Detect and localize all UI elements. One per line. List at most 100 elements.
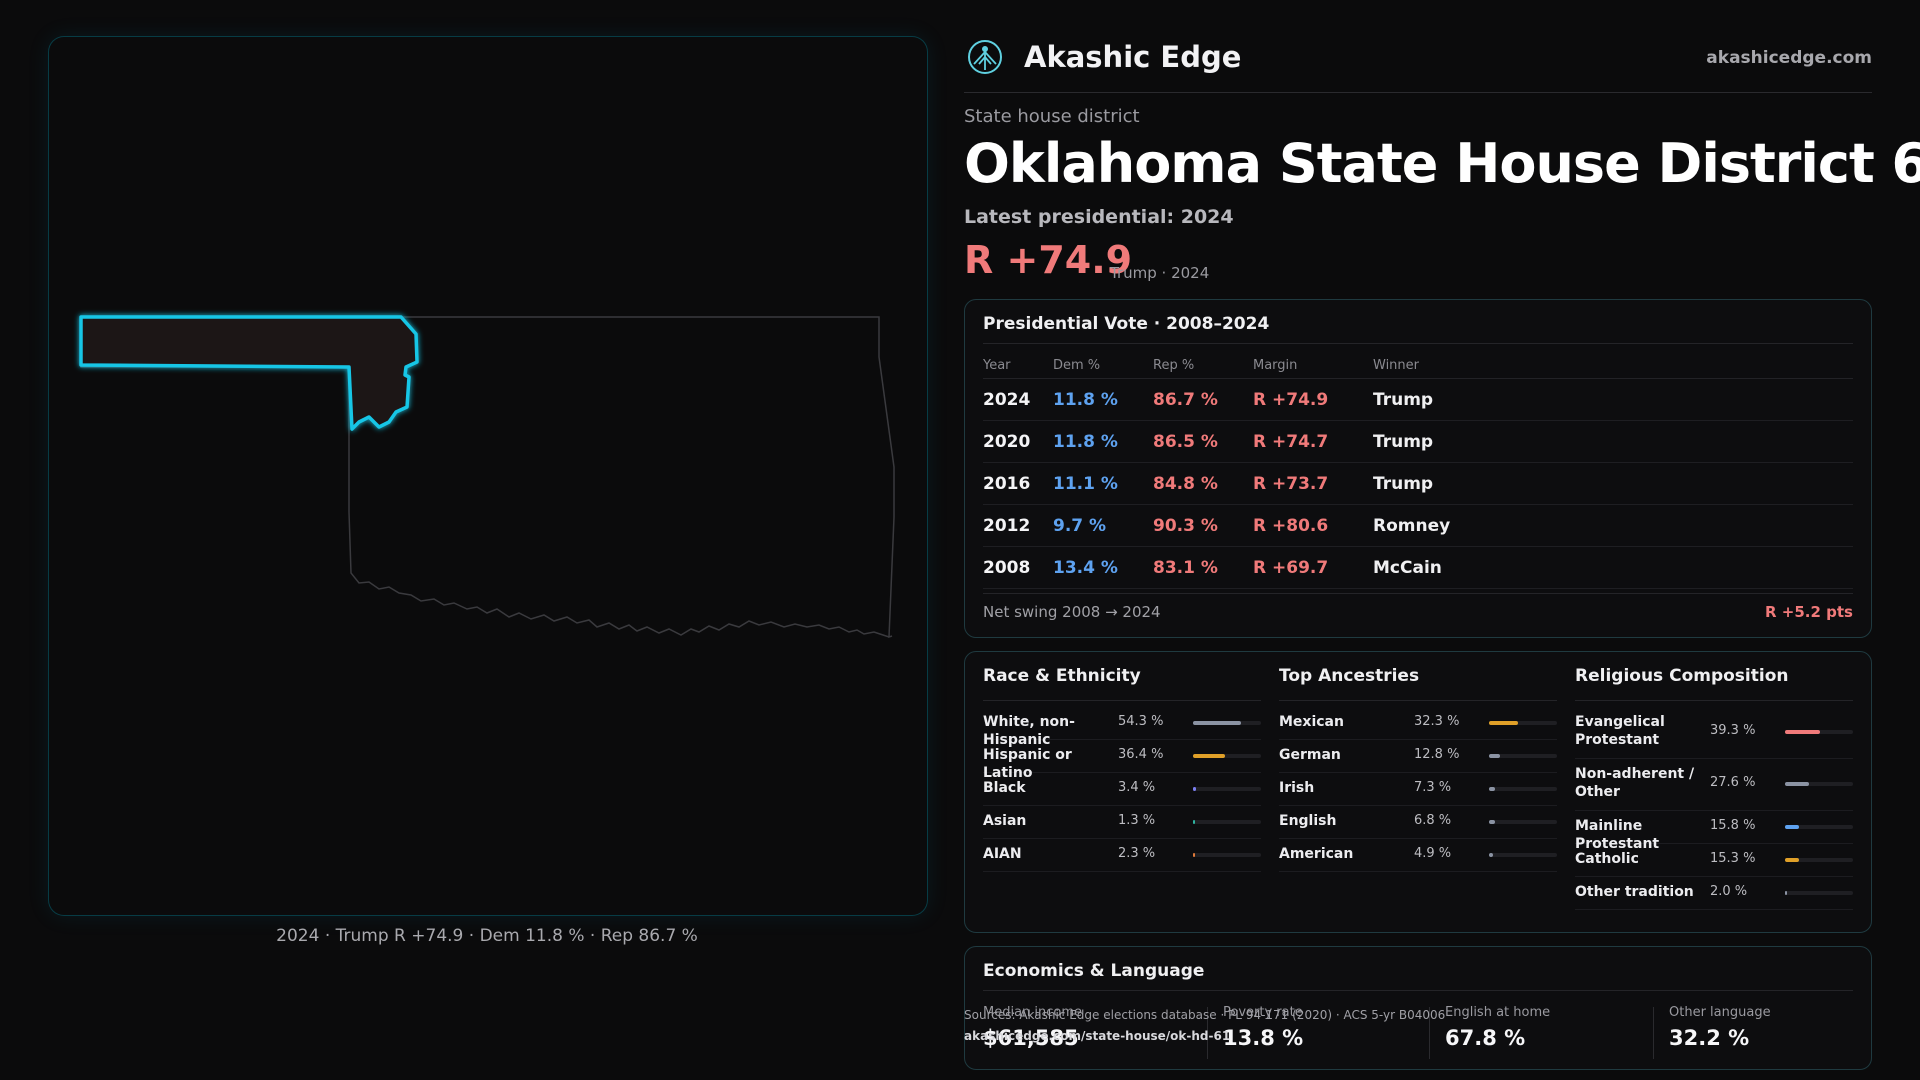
item-percent: 6.8 % [1414, 813, 1452, 828]
economics-card: Economics & Language Median income $61,5… [964, 946, 1872, 1070]
stat-label: English at home [1445, 1005, 1551, 1020]
item-label: AIAN [983, 846, 1022, 862]
row-margin: R +69.7 [1253, 558, 1329, 578]
ancestry-title: Top Ancestries [1279, 666, 1420, 686]
row-year: 2024 [983, 390, 1031, 410]
latest-presidential: Latest presidential: 2024 [964, 206, 1234, 228]
item-bar-track [1489, 754, 1557, 758]
item-bar-fill [1785, 891, 1787, 895]
list-item: Non-adherent / Other 27.6 % [1575, 759, 1853, 811]
row-year: 2008 [983, 558, 1031, 578]
site-link[interactable]: akashicedge.com [1706, 48, 1872, 68]
item-label: Mexican [1279, 714, 1344, 730]
divider [1653, 1007, 1654, 1059]
divider [983, 343, 1853, 344]
page-title: Oklahoma State House District 61 [964, 132, 1920, 195]
stat-value: 13.8 % [1223, 1026, 1304, 1050]
race-list: White, non-Hispanic 54.3 % Hispanic or Lat… [983, 707, 1261, 872]
net-swing-label: Net swing 2008 → 2024 [983, 603, 1161, 621]
item-label: American [1279, 846, 1354, 862]
row-margin: R +80.6 [1253, 516, 1329, 536]
list-item: Asian 1.3 % [983, 806, 1261, 839]
list-item: Mainline Protestant 15.8 % [1575, 811, 1853, 852]
list-item: Other tradition 2.0 % [1575, 877, 1853, 910]
item-label: Hispanic or Latino [983, 747, 1072, 781]
stat-other-language: Other language 32.2 % [1669, 1005, 1871, 1050]
race-title: Race & Ethnicity [983, 666, 1141, 686]
item-label: Mainline Protestant [1575, 818, 1660, 852]
item-bar-track [1193, 787, 1261, 791]
row-dem: 11.8 % [1053, 390, 1118, 410]
header-rep: Rep % [1153, 358, 1195, 373]
row-year: 2020 [983, 432, 1031, 452]
item-label: Catholic [1575, 851, 1639, 867]
list-item: German 12.8 % [1279, 740, 1557, 773]
item-label: German [1279, 747, 1341, 763]
header: Akashic Edge akashicedge.com [964, 36, 1872, 93]
stat-poverty-rate: Poverty rate 13.8 % [1223, 1005, 1433, 1050]
row-rep: 84.8 % [1153, 474, 1218, 494]
item-bar-track [1193, 820, 1261, 824]
item-bar-fill [1785, 782, 1810, 786]
item-bar-track [1785, 891, 1853, 895]
source-url[interactable]: akashicedge.com/state-house/ok-hd-61 [964, 1029, 1231, 1043]
item-percent: 27.6 % [1710, 775, 1756, 790]
item-percent: 36.4 % [1118, 747, 1164, 762]
item-bar-fill [1489, 721, 1518, 725]
row-rep: 86.7 % [1153, 390, 1218, 410]
item-bar-track [1785, 825, 1853, 829]
stat-label: Other language [1669, 1005, 1771, 1020]
item-bar-track [1489, 853, 1557, 857]
item-percent: 12.8 % [1414, 747, 1460, 762]
stat-value: $61,585 [983, 1026, 1079, 1050]
row-year: 2016 [983, 474, 1031, 494]
stat-label: Median income [983, 1005, 1083, 1020]
district-map[interactable] [48, 36, 928, 916]
item-bar-fill [1193, 721, 1241, 725]
card-title: Presidential Vote · 2008–2024 [983, 314, 1270, 334]
item-bar-fill [1489, 754, 1501, 758]
item-bar-track [1489, 787, 1557, 791]
religion-list: Evangelical Protestant 39.3 % Non-adherent… [1575, 707, 1853, 910]
table-row: 2020 11.8 % 86.5 % R +74.7 Trump [983, 421, 1853, 463]
item-bar-fill [1193, 754, 1226, 758]
list-item: Mexican 32.3 % [1279, 707, 1557, 740]
item-label: English [1279, 813, 1337, 829]
district-61-shape[interactable] [79, 315, 419, 431]
item-label: Non-adherent / Other [1575, 766, 1695, 800]
table-row: 2008 13.4 % 83.1 % R +69.7 McCain [983, 547, 1853, 589]
table-row: 2012 9.7 % 90.3 % R +80.6 Romney [983, 505, 1853, 547]
list-item: Irish 7.3 % [1279, 773, 1557, 806]
net-swing-value: R +5.2 pts [1765, 603, 1853, 621]
header-year: Year [983, 358, 1011, 373]
presidential-table: Year Dem % Rep % Margin Winner 2024 11.8… [983, 348, 1853, 589]
table-row: 2016 11.1 % 84.8 % R +73.7 Trump [983, 463, 1853, 505]
item-label: Black [983, 780, 1026, 796]
item-bar-track [1785, 858, 1853, 862]
header-margin: Margin [1253, 358, 1298, 373]
brand-name: Akashic Edge [1024, 40, 1242, 74]
table-header: Year Dem % Rep % Margin Winner [983, 348, 1853, 379]
row-dem: 13.4 % [1053, 558, 1118, 578]
list-item: American 4.9 % [1279, 839, 1557, 872]
row-rep: 83.1 % [1153, 558, 1218, 578]
item-bar-fill [1489, 853, 1494, 857]
stat-value: 67.8 % [1445, 1026, 1526, 1050]
demographics-card: Race & Ethnicity White, non-Hispanic 54.3… [964, 651, 1872, 933]
religion-title: Religious Composition [1575, 666, 1789, 686]
item-bar-fill [1785, 730, 1820, 734]
row-margin: R +73.7 [1253, 474, 1329, 494]
item-percent: 3.4 % [1118, 780, 1156, 795]
item-bar-track [1785, 730, 1853, 734]
row-winner: McCain [1373, 558, 1442, 578]
religion-column: Religious Composition Evangelical Protes… [1575, 666, 1853, 910]
divider [983, 990, 1853, 991]
item-bar-track [1193, 721, 1261, 725]
item-bar-fill [1193, 787, 1196, 791]
item-percent: 54.3 % [1118, 714, 1164, 729]
stat-label: Poverty rate [1223, 1005, 1303, 1020]
item-bar-fill [1193, 820, 1195, 824]
row-rep: 90.3 % [1153, 516, 1218, 536]
row-rep: 86.5 % [1153, 432, 1218, 452]
divider [1279, 700, 1557, 701]
